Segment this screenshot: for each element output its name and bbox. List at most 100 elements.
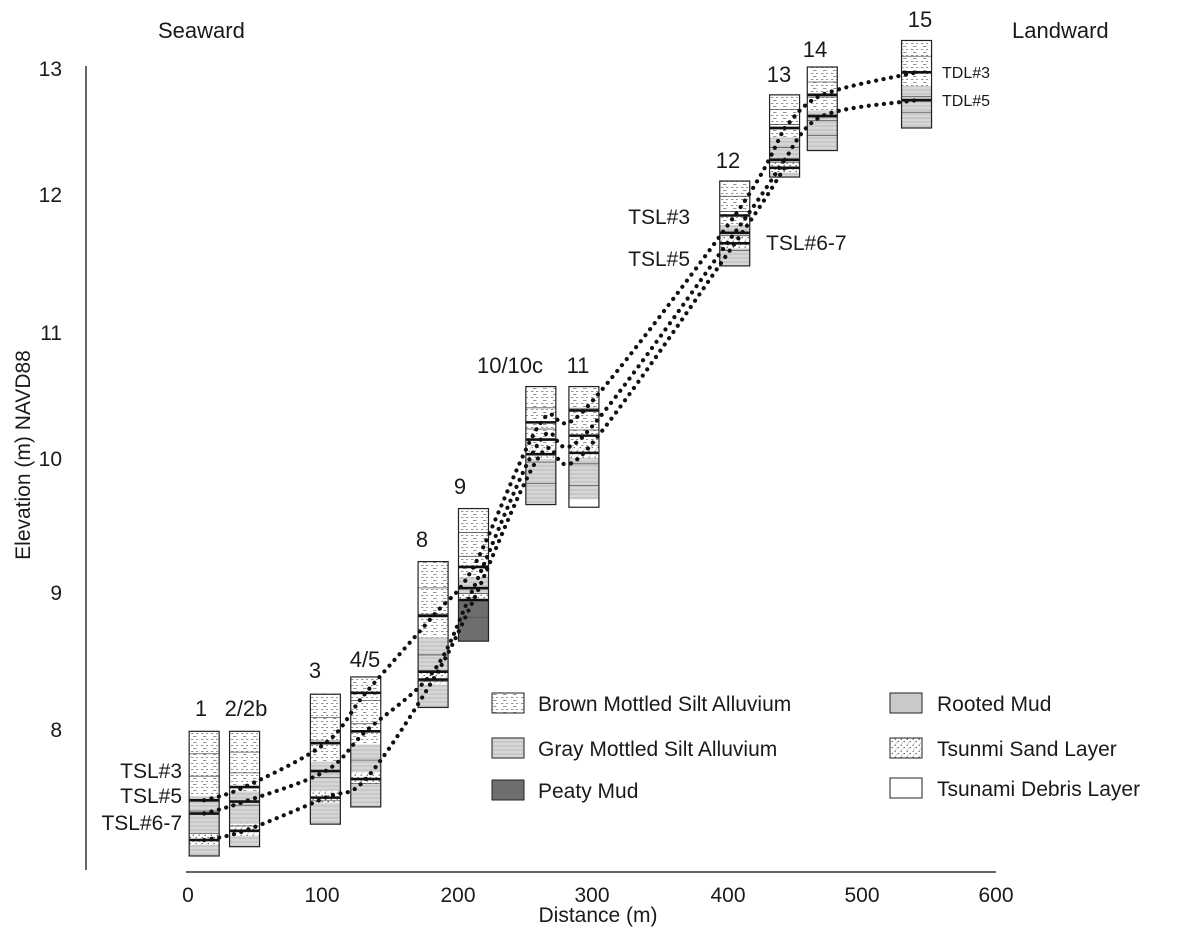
core-column (768, 94, 801, 178)
core-label: 3 (309, 658, 321, 683)
legend: Brown Mottled Silt Alluvium Gray Mottled… (491, 692, 1140, 803)
core-outline (309, 693, 341, 825)
core-unit-brown (807, 67, 838, 111)
core-outline (417, 560, 449, 709)
y-tick-label: 9 (50, 582, 62, 605)
legend-label-sand: Tsunmi Sand Layer (937, 738, 1117, 761)
core-label: 15 (908, 7, 932, 32)
x-axis-title: Distance (m) (538, 904, 657, 927)
core-outline (228, 730, 261, 848)
core-column (568, 385, 600, 508)
tsl67-label-left: TSL#6-7 (101, 812, 182, 835)
x-tick-label: 0 (182, 884, 194, 907)
seaward-label: Seaward (158, 18, 245, 43)
tdl3-label: TDL#3 (942, 65, 990, 82)
tsl3-label-left: TSL#3 (120, 760, 182, 783)
core-unit-peaty (458, 601, 489, 642)
core-label: 14 (803, 37, 827, 62)
core-unit-gray (901, 85, 932, 128)
correlation-lines (202, 70, 919, 843)
legend-item-peaty: Peaty Mud (491, 779, 638, 803)
core-unit-brown (418, 561, 449, 638)
core-unit-debris (568, 499, 599, 508)
core-label: 2/2b (225, 696, 268, 721)
core-outline (457, 507, 490, 642)
core-column (900, 39, 933, 129)
y-tick-label: 13 (39, 58, 62, 81)
tdl5-label: TDL#5 (942, 93, 990, 110)
x-tick-labels: 0 100 200 300 400 500 600 (182, 884, 1013, 907)
core-unit-gray (568, 449, 599, 508)
core-label: 13 (767, 62, 791, 87)
legend-label-debris: Tsunami Debris Layer (937, 778, 1140, 801)
core-label: 9 (454, 474, 466, 499)
core-outline (806, 66, 838, 152)
legend-item-sand: Tsunmi Sand Layer (889, 737, 1117, 761)
core-label: 8 (416, 527, 428, 552)
x-tick-label: 500 (844, 884, 879, 907)
tsl5-label-left: TSL#5 (120, 785, 182, 808)
legend-swatch-debris (889, 777, 923, 799)
legend-swatch-gray (491, 737, 525, 759)
core-column (719, 180, 751, 267)
legend-item-brown: Brown Mottled Silt Alluvium (491, 692, 791, 716)
core-unit-brown (568, 386, 599, 450)
correlation-line-tdl-3 (782, 70, 919, 131)
y-axis-title: Elevation (m) NAVD88 (12, 350, 35, 560)
y-tick-label: 8 (50, 719, 62, 742)
core-outline (525, 385, 557, 506)
legend-swatch-brown (491, 692, 525, 714)
y-tick-label: 11 (40, 322, 62, 345)
y-tick-labels: 8 9 10 11 12 13 (39, 58, 62, 742)
legend-label-gray: Gray Mottled Silt Alluvium (538, 738, 777, 761)
core-label: 4/5 (350, 647, 381, 672)
core-outline (188, 730, 220, 857)
legend-swatch-rooted (889, 692, 923, 714)
legend-item-debris: Tsunami Debris Layer (889, 777, 1140, 801)
core-outline (719, 180, 751, 267)
core-column (228, 730, 261, 848)
x-tick-label: 100 (304, 884, 339, 907)
core-unit-brown (350, 676, 381, 745)
x-tick-label: 200 (440, 884, 475, 907)
legend-label-rooted: Rooted Mud (937, 693, 1051, 716)
x-tick-label: 400 (710, 884, 745, 907)
tsl67-label-mid: TSL#6-7 (766, 232, 847, 255)
x-tick-label: 300 (574, 884, 609, 907)
correlation-line-tsl-5 (202, 157, 787, 816)
tsl3-label-mid: TSL#3 (628, 206, 690, 229)
core-column (806, 66, 838, 152)
legend-label-peaty: Peaty Mud (538, 780, 638, 803)
core-column (350, 676, 382, 808)
correlation-line-tsl-3 (202, 125, 787, 803)
core-unit-brown (189, 731, 220, 797)
core-outline (350, 676, 382, 808)
y-tick-label: 10 (39, 448, 62, 471)
legend-item-gray: Gray Mottled Silt Alluvium (491, 737, 777, 761)
core-outline (768, 94, 801, 178)
correlation-line-tdl-5 (782, 98, 919, 162)
legend-swatch-sand (889, 737, 923, 759)
cores-layer (188, 39, 933, 857)
core-column (525, 385, 557, 506)
y-tick-label: 12 (39, 184, 62, 207)
core-outline (900, 39, 933, 129)
layer-labels: TSL#3 TSL#5 TSL#6-7 TSL#3 TSL#5 TSL#6-7 … (101, 65, 990, 835)
landward-label: Landward (1012, 18, 1109, 43)
core-label: 10/10c (477, 353, 543, 378)
x-tick-label: 600 (978, 884, 1013, 907)
core-column (309, 693, 341, 825)
core-unit-brown (901, 40, 932, 86)
legend-item-rooted: Rooted Mud (889, 692, 1051, 716)
core-label: 12 (716, 148, 740, 173)
correlation-line-tsl-6-7 (202, 165, 787, 843)
core-labels: 1 2/2b 3 4/5 8 9 10/10c 11 12 13 14 15 (195, 7, 932, 721)
legend-swatch-peaty (491, 779, 525, 801)
core-column (188, 730, 220, 857)
core-unit-gray (189, 796, 220, 856)
core-label: 11 (567, 353, 590, 378)
legend-label-brown: Brown Mottled Silt Alluvium (538, 693, 791, 716)
core-label: 1 (195, 696, 207, 721)
tsl5-label-mid: TSL#5 (628, 248, 690, 271)
